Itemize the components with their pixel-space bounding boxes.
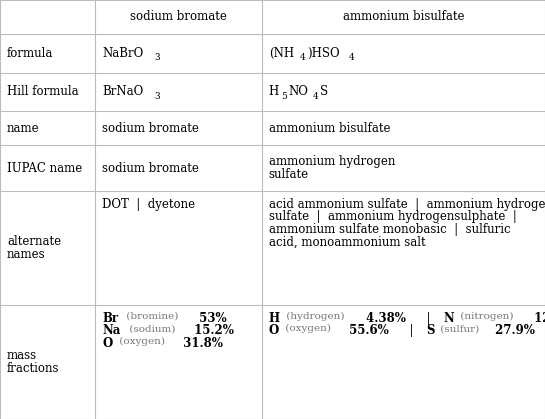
Text: (sulfur): (sulfur) <box>437 324 479 333</box>
Text: 55.6%: 55.6% <box>345 324 389 337</box>
Text: acid, monoammonium salt: acid, monoammonium salt <box>269 235 425 248</box>
Text: NaBrO: NaBrO <box>102 47 144 60</box>
Text: sodium bromate: sodium bromate <box>130 10 227 23</box>
Text: 4.38%: 4.38% <box>362 312 406 325</box>
Text: 3: 3 <box>155 53 160 62</box>
Text: (sodium): (sodium) <box>126 324 175 333</box>
Text: 3: 3 <box>155 92 160 101</box>
Text: 53%: 53% <box>195 312 226 325</box>
Text: sulfate  |  ammonium hydrogensulphate  |: sulfate | ammonium hydrogensulphate | <box>269 210 517 223</box>
Text: ammonium sulfate monobasic  |  sulfuric: ammonium sulfate monobasic | sulfuric <box>269 223 510 236</box>
Text: Br: Br <box>102 312 119 325</box>
Text: NO: NO <box>288 85 308 98</box>
Text: Hill formula: Hill formula <box>7 85 78 98</box>
Text: fractions: fractions <box>7 362 59 375</box>
Text: (oxygen): (oxygen) <box>282 324 331 334</box>
Text: )HSO: )HSO <box>307 47 340 60</box>
Text: 31.8%: 31.8% <box>179 337 223 350</box>
Text: ammonium bisulfate: ammonium bisulfate <box>343 10 464 23</box>
Text: (NH: (NH <box>269 47 294 60</box>
Text: sodium bromate: sodium bromate <box>102 122 199 135</box>
Text: 12.2%: 12.2% <box>530 312 545 325</box>
Text: name: name <box>7 122 40 135</box>
Text: |: | <box>402 324 420 337</box>
Text: 27.9%: 27.9% <box>492 324 535 337</box>
Text: N: N <box>444 312 454 325</box>
Text: 4: 4 <box>313 92 319 101</box>
Text: 4: 4 <box>300 53 306 62</box>
Text: BrNaO: BrNaO <box>102 85 144 98</box>
Text: acid ammonium sulfate  |  ammonium hydrogen: acid ammonium sulfate | ammonium hydroge… <box>269 198 545 211</box>
Text: S: S <box>426 324 434 337</box>
Text: H: H <box>269 312 280 325</box>
Text: 15.2%: 15.2% <box>190 324 234 337</box>
Text: |: | <box>419 312 438 325</box>
Text: 5: 5 <box>281 92 287 101</box>
Text: Na: Na <box>102 324 121 337</box>
Text: ammonium bisulfate: ammonium bisulfate <box>269 122 390 135</box>
Text: S: S <box>320 85 329 98</box>
Text: mass: mass <box>7 349 37 362</box>
Text: 4: 4 <box>348 53 354 62</box>
Text: sodium bromate: sodium bromate <box>102 162 199 175</box>
Text: DOT  |  dyetone: DOT | dyetone <box>102 198 196 211</box>
Text: formula: formula <box>7 47 53 60</box>
Text: H: H <box>269 85 279 98</box>
Text: (oxygen): (oxygen) <box>116 337 165 346</box>
Text: alternate: alternate <box>7 235 61 248</box>
Text: names: names <box>7 248 46 261</box>
Text: O: O <box>102 337 113 350</box>
Text: O: O <box>269 324 279 337</box>
Text: (hydrogen): (hydrogen) <box>283 312 344 321</box>
Text: IUPAC name: IUPAC name <box>7 162 82 175</box>
Text: sulfate: sulfate <box>269 168 309 181</box>
Text: (bromine): (bromine) <box>123 312 179 321</box>
Text: (nitrogen): (nitrogen) <box>457 312 514 321</box>
Text: ammonium hydrogen: ammonium hydrogen <box>269 155 395 168</box>
